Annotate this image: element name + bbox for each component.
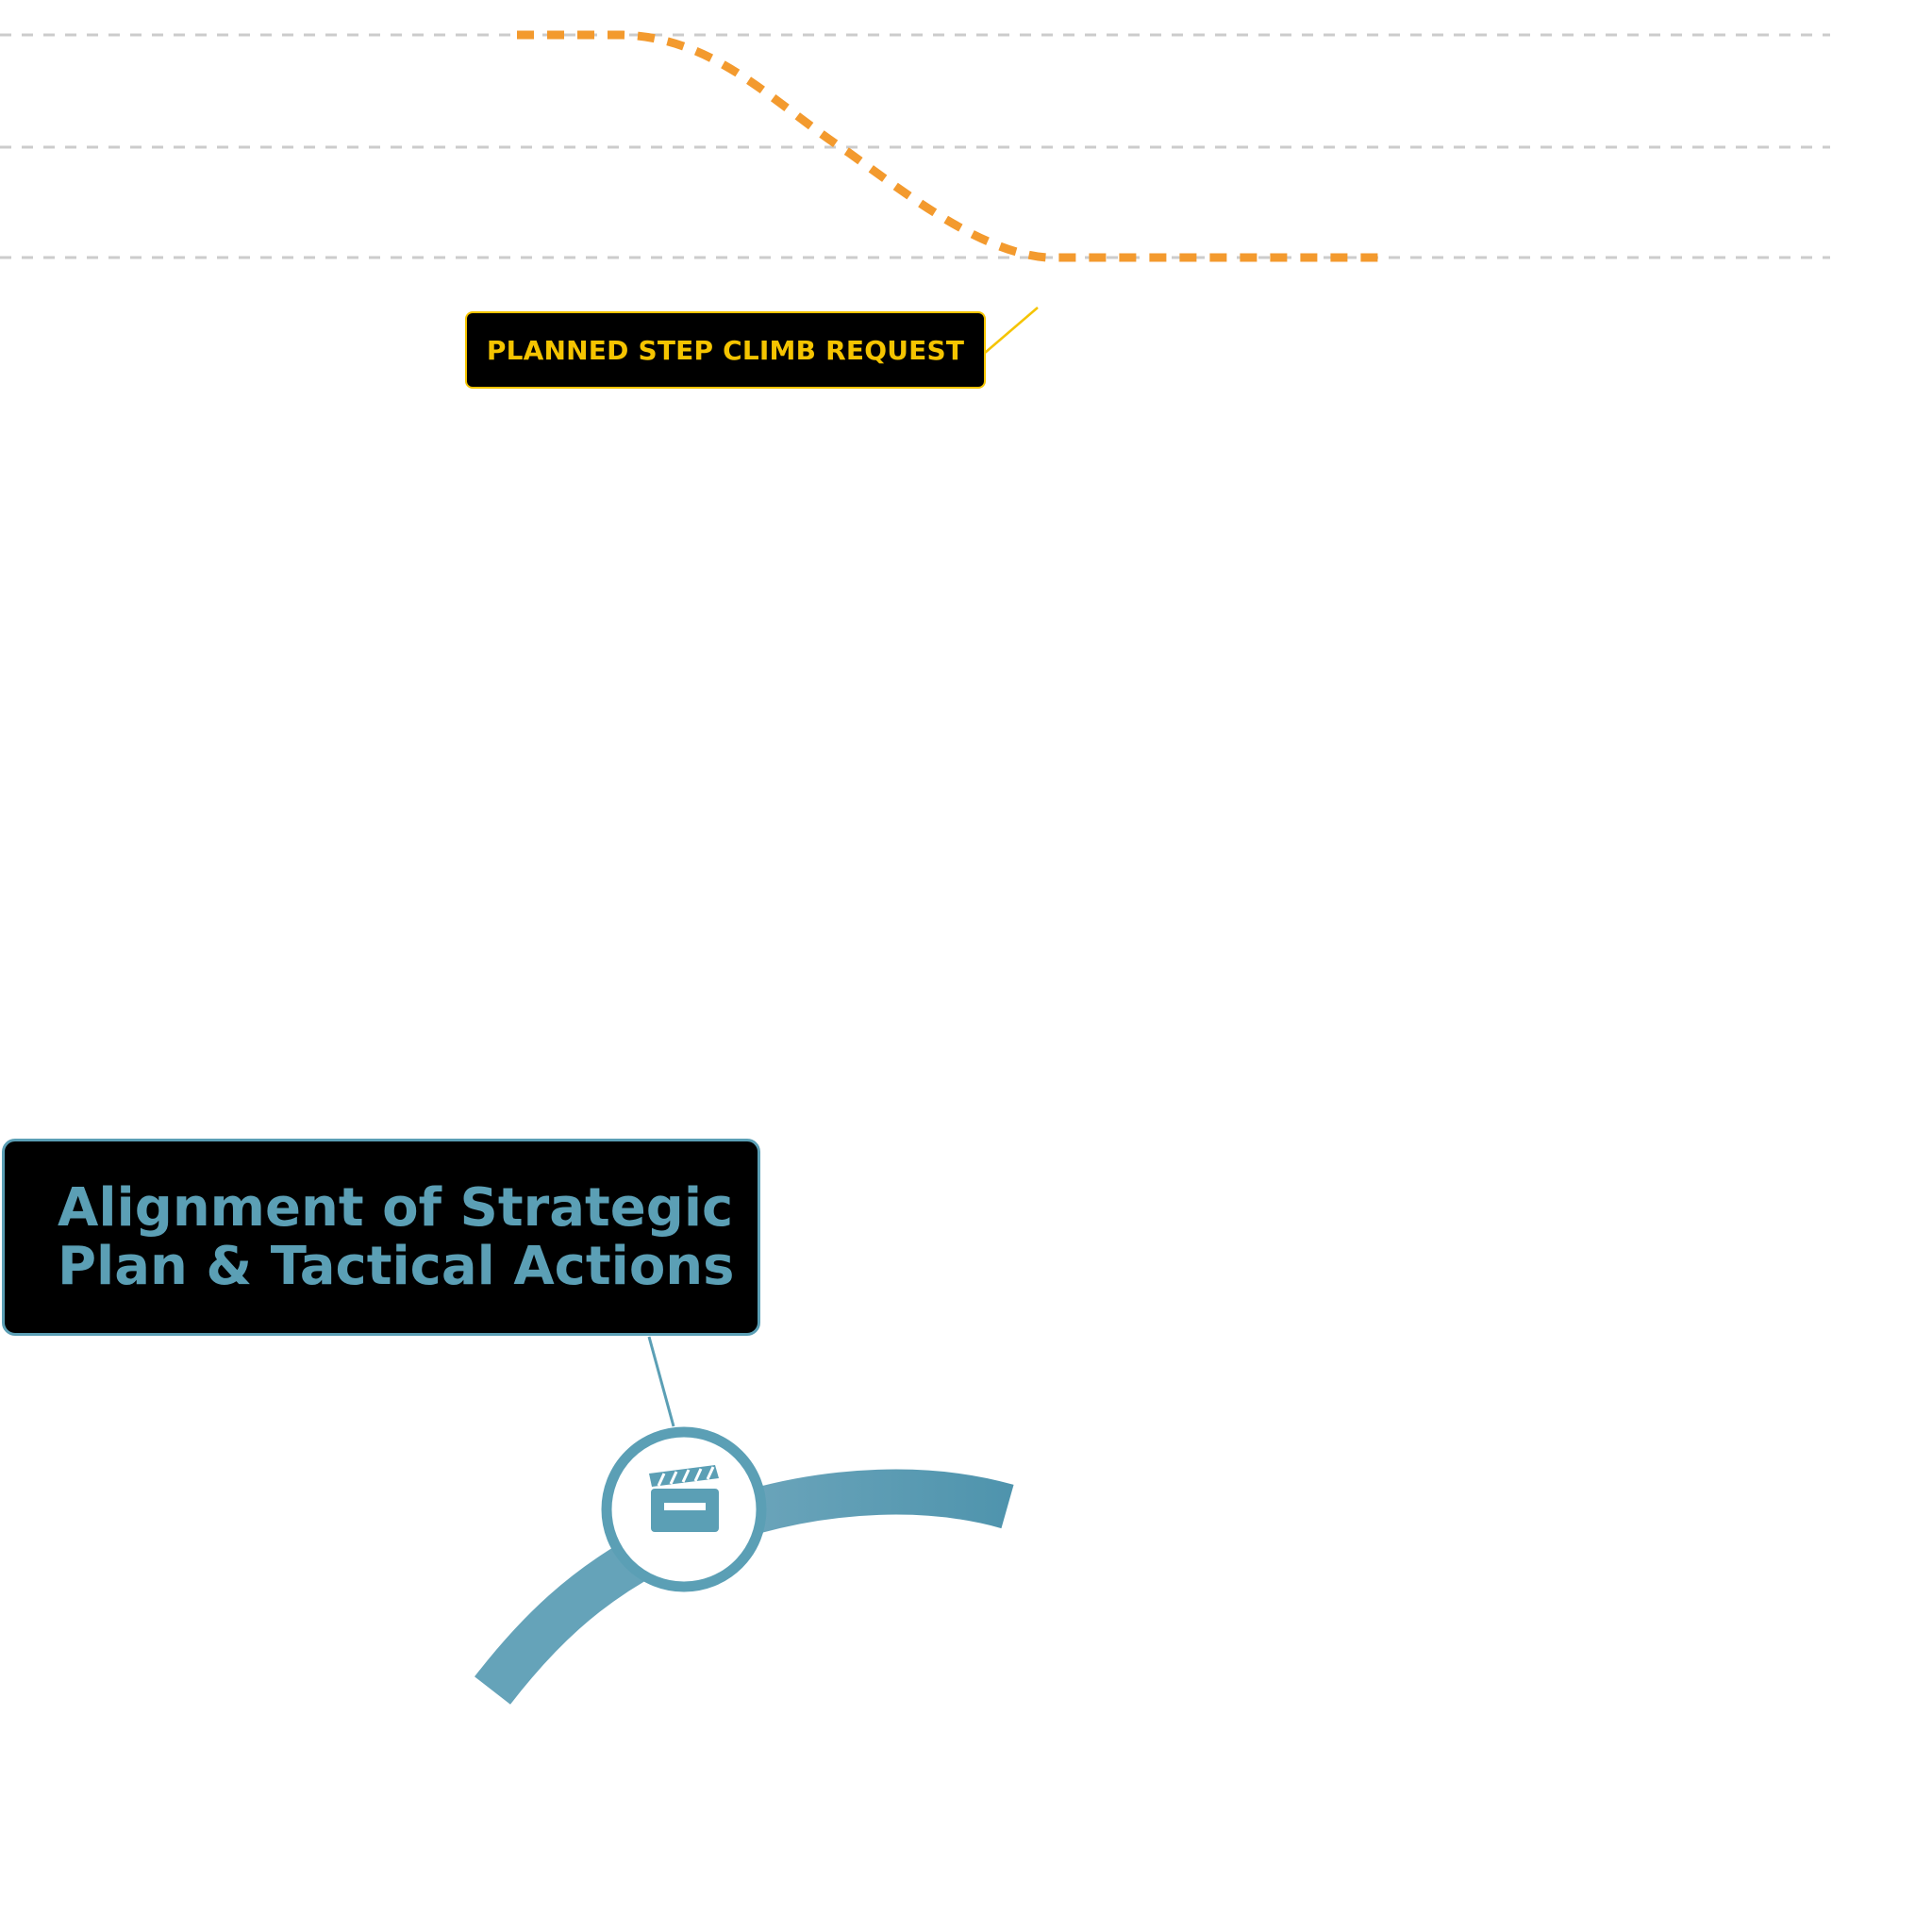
step-climb-label: PLANNED STEP CLIMB REQUEST [486, 334, 965, 366]
arc-segment-right [748, 1469, 1014, 1534]
step-climb-callout: PLANNED STEP CLIMB REQUEST [465, 311, 986, 389]
alignment-callout: Alignment of Strategic Plan & Tactical A… [2, 1139, 760, 1336]
flight-path [517, 30, 1387, 262]
arc-segment-left [475, 1531, 662, 1705]
alignment-title-line-1: Alignment of Strategic [58, 1177, 734, 1239]
gridlines [0, 33, 1830, 259]
alignment-title-line-2: Plan & Tactical Actions [58, 1236, 735, 1297]
step-climb-leader-line [984, 307, 1039, 354]
alignment-leader-line [647, 1336, 675, 1427]
clapperboard-icon [649, 1465, 719, 1532]
